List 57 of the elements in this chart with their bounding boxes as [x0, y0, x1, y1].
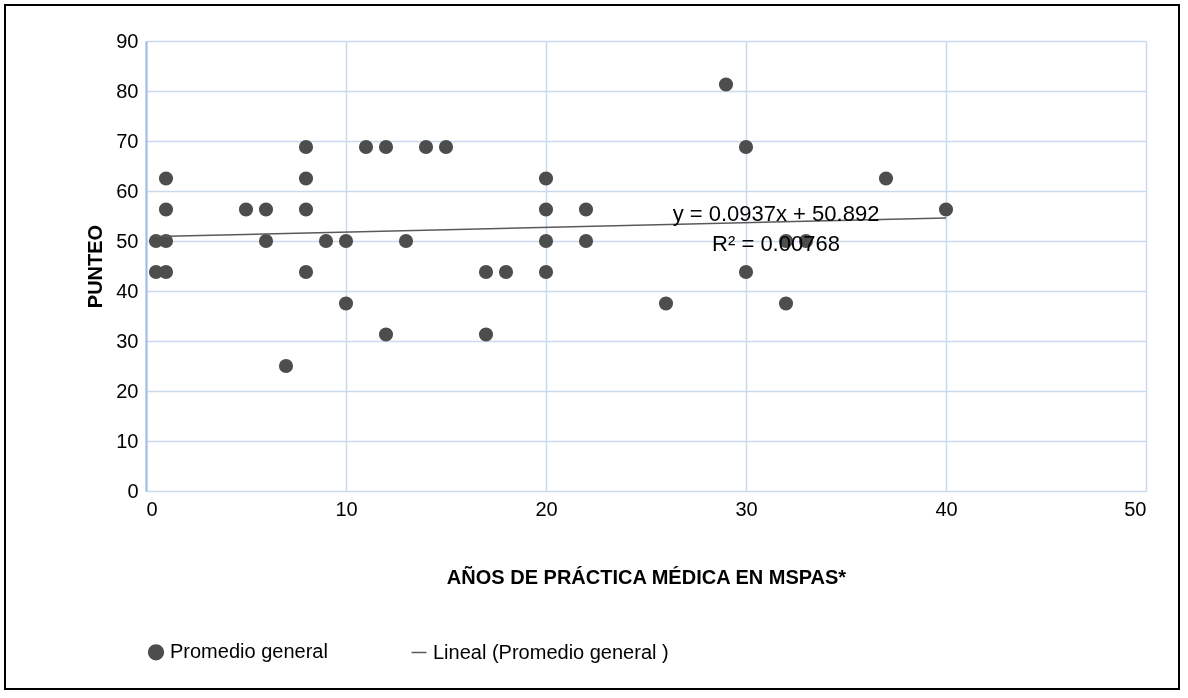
point: [418, 139, 434, 155]
y-tick-label: 80: [116, 79, 139, 102]
y-tick-label: 10: [116, 429, 139, 452]
point: [438, 139, 454, 155]
y-tick-label: 90: [116, 29, 139, 52]
x-tick-label: 50: [1124, 497, 1147, 520]
annotation: R² = 0.00768: [712, 231, 840, 257]
point: [478, 327, 494, 342]
y-tick-label: 70: [116, 129, 139, 152]
x-tick-label: 0: [146, 497, 158, 520]
point: [718, 77, 734, 92]
point: [258, 233, 274, 249]
point: [538, 233, 554, 249]
point: [298, 139, 314, 155]
point: [778, 296, 794, 311]
point: [158, 202, 174, 217]
point: [538, 202, 554, 217]
point: [738, 264, 754, 280]
point: [238, 202, 254, 217]
point: [478, 264, 494, 280]
point: [878, 171, 894, 186]
point: [358, 139, 374, 155]
y-tick-label: 50: [116, 229, 139, 252]
point: [378, 327, 394, 342]
x-tick-label: 10: [335, 497, 358, 520]
x-axis-title: AÑOS DE PRÁCTICA MÉDICA EN MSPAS*: [446, 565, 847, 588]
y-tick-label: 60: [116, 179, 139, 202]
point: [298, 264, 314, 280]
y-tick-label: 0: [127, 479, 139, 502]
legend-label: Lineal (Promedio general ): [433, 640, 669, 663]
point: [538, 264, 554, 280]
point: [298, 202, 314, 217]
x-tick-label: 40: [935, 497, 958, 520]
point: [398, 233, 414, 249]
point: [338, 233, 354, 249]
point: [538, 171, 554, 186]
annotation: y = 0.0937x + 50.892: [672, 201, 880, 227]
point: [658, 296, 674, 311]
point: [378, 139, 394, 155]
point: [498, 264, 514, 280]
x-tick-label: 20: [535, 497, 558, 520]
y-tick-label: 30: [116, 329, 139, 352]
point: [318, 233, 334, 249]
x-tick-label: 30: [735, 497, 758, 520]
point: [578, 202, 594, 217]
point: [738, 139, 754, 155]
y-axis-title: PUNTEO: [84, 224, 107, 309]
point: [938, 202, 954, 217]
point: [298, 171, 314, 186]
point: [158, 171, 174, 186]
legend-label: Promedio general: [170, 640, 328, 663]
point: [338, 296, 354, 311]
point: [258, 202, 274, 217]
point: [578, 233, 594, 249]
y-tick-label: 20: [116, 379, 139, 402]
point: [278, 358, 294, 374]
y-tick-label: 40: [116, 279, 139, 302]
